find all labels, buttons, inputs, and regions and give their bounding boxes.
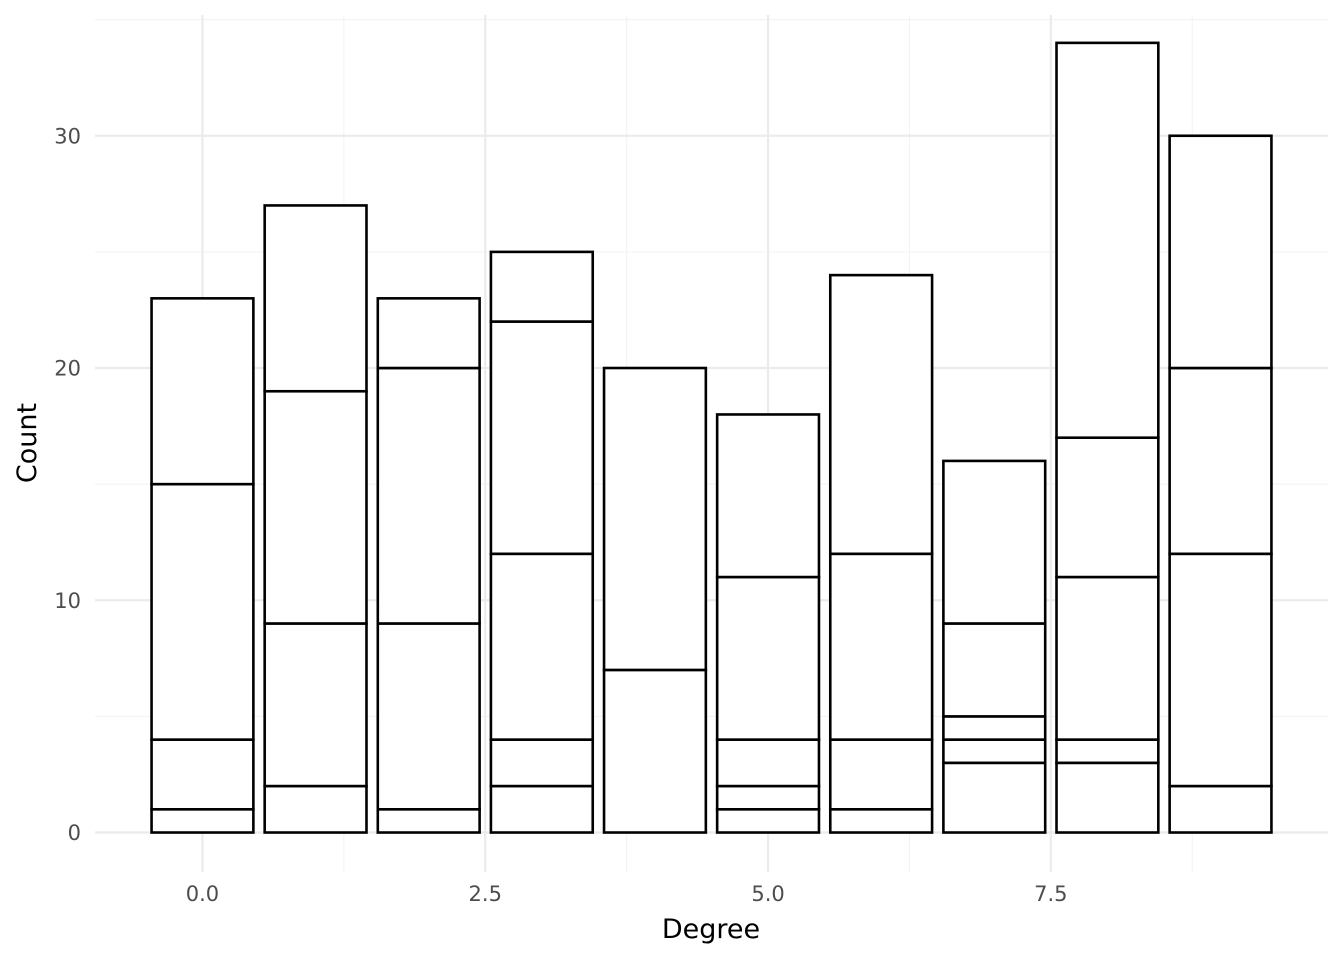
bar-segment-7-2 bbox=[942, 715, 1047, 741]
bar-segment-6-1 bbox=[828, 738, 934, 811]
x-tick-labels: 0.0 2.5 5.0 7.5 bbox=[186, 882, 1068, 906]
bar-segment-3-2 bbox=[489, 552, 595, 741]
bar-segment-1-0 bbox=[263, 784, 368, 834]
bar-segment-3-0 bbox=[489, 784, 595, 834]
bar-segment-1-2 bbox=[263, 389, 368, 625]
bar-segment-2-0 bbox=[376, 807, 481, 834]
bar-segment-7-4 bbox=[942, 459, 1047, 625]
bar-segment-4-0 bbox=[602, 668, 708, 834]
bar-segment-8-1 bbox=[1055, 738, 1160, 765]
bar-segment-8-3 bbox=[1055, 436, 1160, 579]
bar-segment-7-1 bbox=[942, 738, 1047, 765]
bar-segment-3-4 bbox=[489, 250, 595, 323]
x-tick-label: 7.5 bbox=[1034, 882, 1067, 906]
bar-segment-2-2 bbox=[376, 366, 481, 625]
bar-segment-0-3 bbox=[150, 297, 255, 486]
x-tick-label: 5.0 bbox=[751, 882, 784, 906]
bar-segment-9-2 bbox=[1168, 366, 1273, 556]
bar-segment-8-4 bbox=[1055, 41, 1160, 439]
bar-segment-7-3 bbox=[942, 622, 1047, 718]
bar-segment-0-0 bbox=[150, 807, 255, 834]
bar-segment-6-0 bbox=[828, 807, 934, 834]
bar-segment-5-3 bbox=[715, 575, 821, 741]
bar-segment-3-1 bbox=[489, 738, 595, 788]
bar-segment-5-4 bbox=[715, 413, 821, 579]
bar-segment-2-3 bbox=[376, 297, 481, 370]
bar-segment-5-0 bbox=[715, 807, 821, 834]
bar-segment-9-0 bbox=[1168, 784, 1273, 834]
bars bbox=[150, 41, 1273, 834]
bar-segment-8-2 bbox=[1055, 575, 1160, 741]
bar-segment-5-1 bbox=[715, 784, 821, 811]
y-tick-label: 30 bbox=[54, 124, 81, 148]
y-tick-label: 0 bbox=[68, 821, 81, 845]
y-tick-label: 10 bbox=[54, 589, 81, 613]
bar-segment-9-3 bbox=[1168, 134, 1273, 370]
bar-segment-5-2 bbox=[715, 738, 821, 788]
bar-segment-1-1 bbox=[263, 622, 368, 788]
bar-segment-6-3 bbox=[828, 273, 934, 556]
y-tick-label: 20 bbox=[54, 357, 81, 381]
x-tick-label: 0.0 bbox=[186, 882, 219, 906]
bar-segment-9-1 bbox=[1168, 552, 1273, 788]
x-axis-title: Degree bbox=[662, 914, 760, 945]
x-tick-label: 2.5 bbox=[469, 882, 502, 906]
bar-segment-8-0 bbox=[1055, 761, 1160, 834]
bar-segment-2-1 bbox=[376, 622, 481, 811]
bar-segment-4-1 bbox=[602, 366, 708, 672]
bar-segment-3-3 bbox=[489, 320, 595, 556]
y-tick-labels: 0 10 20 30 bbox=[54, 124, 81, 845]
y-axis-title: Count bbox=[12, 403, 43, 483]
bar-segment-7-0 bbox=[942, 761, 1047, 834]
bar-segment-6-2 bbox=[828, 552, 934, 741]
bar-segment-0-2 bbox=[150, 482, 255, 741]
bar-segment-1-3 bbox=[263, 204, 368, 393]
bar-segment-0-1 bbox=[150, 738, 255, 811]
